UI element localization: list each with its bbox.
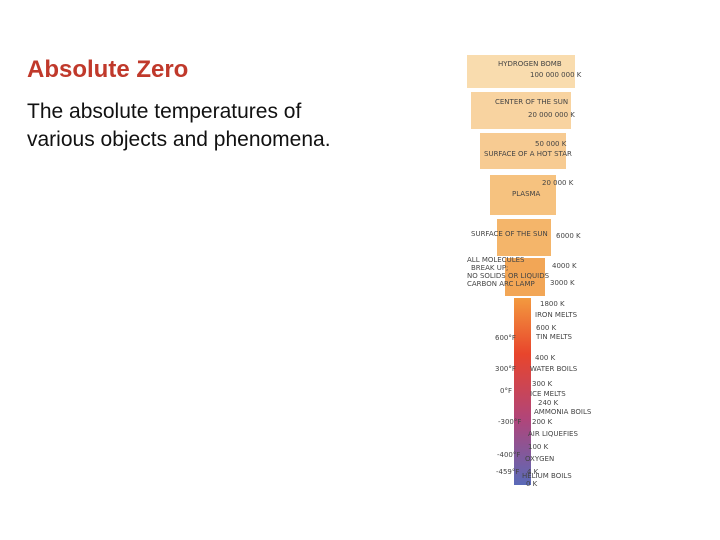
- figure-label: 300°F: [495, 365, 516, 373]
- thermometer: [514, 298, 531, 485]
- figure-label: CARBON ARC LAMP: [467, 280, 535, 288]
- figure-label: 100 000 000 K: [530, 71, 582, 79]
- figure-label: 600 K: [536, 324, 557, 332]
- figure-label: HYDROGEN BOMB: [498, 60, 562, 68]
- block: [467, 55, 575, 88]
- figure-label: AMMONIA BOILS: [534, 408, 592, 416]
- figure-label: ICE MELTS: [530, 390, 566, 398]
- figure-label: 300 K: [532, 380, 553, 388]
- figure-label: OXYGEN: [525, 455, 554, 463]
- figure-label: NO SOLIDS OR LIQUIDS: [467, 272, 550, 280]
- figure-label: 50 000 K: [535, 140, 567, 148]
- figure-label: PLASMA: [512, 190, 541, 198]
- figure-label: SURFACE OF THE SUN: [471, 230, 548, 238]
- figure-label: 0 K: [526, 480, 538, 488]
- figure-label: WATER BOILS: [530, 365, 578, 373]
- figure-label: 100 K: [528, 443, 549, 451]
- figure-label: 0°F: [500, 387, 512, 395]
- figure-label: ALL MOLECULES: [467, 256, 525, 264]
- figure-label: TIN MELTS: [535, 333, 572, 341]
- slide-body: The absolute temperatures of various obj…: [27, 100, 331, 151]
- block: [497, 219, 551, 256]
- figure-label: 400 K: [535, 354, 556, 362]
- figure-label: CENTER OF THE SUN: [495, 98, 568, 106]
- figure-label: 20 000 000 K: [528, 111, 575, 119]
- figure-label: HELIUM BOILS: [522, 472, 572, 480]
- block: [490, 175, 556, 215]
- figure-label: 3000 K: [550, 279, 575, 287]
- figure-label: 4000 K: [552, 262, 577, 270]
- figure-label: 600°F: [495, 334, 516, 342]
- figure-label: IRON MELTS: [535, 311, 578, 319]
- figure-label: BREAK UP;: [471, 264, 508, 272]
- slide-title: Absolute Zero: [27, 56, 189, 83]
- block: [480, 133, 566, 169]
- figure-label: 200 K: [532, 418, 553, 426]
- figure-label: 1800 K: [540, 300, 565, 308]
- figure-label: 6000 K: [556, 232, 581, 240]
- figure-label: 240 K: [538, 399, 559, 407]
- figure-label: 4 K: [527, 468, 539, 476]
- figure-label: AIR LIQUEFIES: [528, 430, 578, 438]
- figure-label: SURFACE OF A HOT STAR: [484, 150, 572, 158]
- figure-label: 20 000 K: [542, 179, 574, 187]
- figure-label: -300°F: [498, 418, 521, 426]
- figure-label: -400°F: [497, 451, 520, 459]
- block: [505, 258, 545, 296]
- figure-label: -459°F: [496, 468, 519, 476]
- block: [471, 92, 571, 129]
